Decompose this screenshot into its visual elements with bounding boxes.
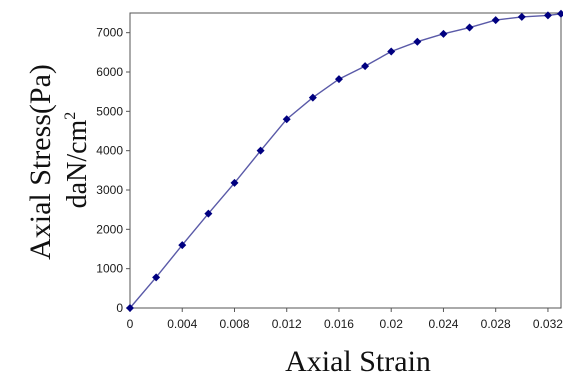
x-tick-label: 0 xyxy=(127,317,134,331)
data-point xyxy=(517,12,526,21)
x-tick-label: 0.028 xyxy=(481,317,511,331)
y-tick-label: 3000 xyxy=(96,183,123,197)
y-axis-title: Axial Stress(Pa) xyxy=(24,64,57,260)
data-point xyxy=(126,304,134,312)
x-tick-label: 0.02 xyxy=(380,317,404,331)
data-point xyxy=(334,75,343,84)
x-tick-label: 0.032 xyxy=(533,317,563,331)
plot-frame xyxy=(129,12,562,309)
y-tick-label: 5000 xyxy=(96,104,123,118)
data-point xyxy=(256,146,265,155)
y-tick-label: 2000 xyxy=(96,222,123,236)
x-tick-label: 0.024 xyxy=(428,317,458,331)
data-point xyxy=(152,273,161,282)
data-point xyxy=(543,11,552,20)
y-axis-ticks: 0 1000 2000 3000 4000 5000 6000 7000 xyxy=(96,26,130,315)
y-axis-unit-exponent: 2 xyxy=(62,112,79,120)
data-point xyxy=(413,37,422,46)
series-markers xyxy=(126,9,563,312)
data-point xyxy=(282,115,291,124)
data-point xyxy=(178,241,187,250)
data-point xyxy=(465,23,474,32)
y-tick-label: 0 xyxy=(116,301,123,315)
data-point xyxy=(230,178,239,187)
x-tick-label: 0.004 xyxy=(167,317,197,331)
x-axis-ticks: 0 0.004 0.008 0.012 0.016 0.02 0.024 0.028 0.032 xyxy=(127,308,563,331)
y-axis-unit: daN/cm2 xyxy=(62,112,93,209)
data-point xyxy=(361,62,370,71)
x-tick-label: 0.012 xyxy=(272,317,302,331)
x-axis-title: Axial Strain xyxy=(285,345,431,378)
series-line xyxy=(129,13,562,309)
y-tick-label: 6000 xyxy=(96,65,123,79)
y-tick-label: 4000 xyxy=(96,144,123,158)
x-tick-label: 0.016 xyxy=(324,317,354,331)
data-point xyxy=(204,209,213,218)
data-point xyxy=(387,47,396,56)
data-point xyxy=(491,16,500,25)
data-point xyxy=(557,9,563,18)
data-point xyxy=(308,93,317,102)
y-axis-unit-base: daN/cm xyxy=(62,119,93,208)
data-point xyxy=(439,29,448,38)
x-tick-label: 0.008 xyxy=(219,317,249,331)
y-tick-label: 7000 xyxy=(96,26,123,40)
plot-area xyxy=(126,9,563,312)
y-tick-label: 1000 xyxy=(96,262,123,276)
